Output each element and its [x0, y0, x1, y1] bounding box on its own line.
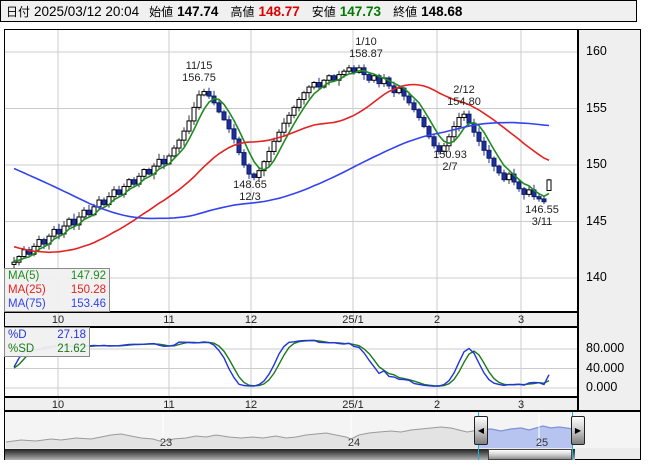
xaxis-label: 10 — [51, 314, 65, 326]
scrollbar-thumb[interactable] — [488, 449, 572, 460]
close-label: 終値 — [393, 4, 418, 19]
price-axis-label: 150 — [586, 157, 607, 171]
navigator-year-label: 24 — [347, 437, 361, 449]
xaxis-label: 12 — [244, 314, 258, 326]
ma25-label: MA(25) — [8, 284, 46, 296]
axis-tick-line — [58, 398, 59, 410]
ma5-legend-row: MA(5) 147.92 — [5, 269, 109, 283]
ma75-value: 153.46 — [70, 298, 106, 310]
xaxis-label: 11 — [163, 314, 175, 326]
xaxis-label: 11 — [163, 399, 175, 411]
xaxis-label: 12 — [244, 399, 258, 411]
right-arrow-icon: ▶ — [574, 426, 582, 435]
price-axis-label: 160 — [586, 44, 607, 58]
main-xaxis-band: 10 11 12 25/1 2 3 — [4, 312, 578, 327]
candlestick-chart-panel[interactable] — [4, 29, 578, 312]
stochastic-chart[interactable] — [5, 328, 577, 396]
axis-tick-line — [169, 398, 170, 410]
xaxis-label: 3 — [517, 314, 525, 326]
xaxis-label: 10 — [51, 399, 65, 411]
scroll-left-button[interactable]: ◀ — [474, 416, 488, 445]
left-arrow-icon: ◀ — [477, 426, 485, 435]
open-label: 始値 — [149, 4, 174, 19]
close-value: 148.68 — [421, 3, 463, 19]
percent-d-label: %D — [8, 329, 27, 341]
price-axis-label: 155 — [586, 100, 607, 115]
low-value: 147.73 — [339, 3, 382, 19]
navigator-area-chart[interactable] — [5, 412, 640, 448]
stoch-axis-label: 40.000 — [586, 360, 625, 375]
axis-tick-line — [521, 398, 522, 410]
axis-tick-line — [437, 398, 438, 410]
axis-tick-line — [437, 313, 438, 326]
high-label: 高値 — [230, 4, 255, 19]
date-label: 日付 — [6, 4, 31, 19]
percent-sd-row: %SD 21.62 — [5, 342, 89, 356]
ma5-value: 147.92 — [70, 270, 106, 282]
ma-legend: MA(5) 147.92 MA(25) 150.28 MA(75) 153.46 — [4, 268, 110, 312]
stochastic-panel[interactable] — [4, 327, 578, 397]
quote-header-bar: 日付 2025/03/12 20:04 始値 147.74 高値 148.77 … — [0, 0, 637, 22]
stoch-xaxis-band: 10 11 12 25/1 2 3 — [4, 397, 578, 411]
stoch-axis-label: 80.000 — [586, 341, 625, 355]
ma25-legend-row: MA(25) 150.28 — [5, 283, 109, 297]
stochastic-legend: %D 27.18 %SD 21.62 — [4, 327, 90, 357]
axis-tick-line — [353, 398, 354, 410]
date-value: 2025/03/12 20:04 — [34, 3, 140, 19]
axis-tick-line — [58, 313, 59, 326]
percent-sd-value: 21.62 — [57, 343, 86, 355]
percent-sd-label: %SD — [8, 343, 35, 355]
range-navigator[interactable]: 23 24 25 ◀ ▶ — [4, 411, 641, 460]
low-label: 安値 — [311, 4, 336, 19]
ma75-legend-row: MA(75) 153.46 — [5, 297, 109, 311]
scroll-right-button[interactable]: ▶ — [571, 416, 585, 445]
ma75-label: MA(75) — [8, 298, 46, 310]
price-axis-label: 145 — [586, 213, 607, 228]
axis-tick-line — [251, 313, 252, 326]
stoch-axis-label: 0.000 — [586, 380, 618, 394]
axis-tick-line — [521, 313, 522, 326]
price-axis-label: 140 — [586, 270, 607, 284]
ma5-label: MA(5) — [8, 270, 40, 282]
axis-tick-line — [353, 313, 354, 326]
axis-tick-line — [169, 313, 170, 326]
high-value: 148.77 — [258, 3, 300, 19]
xaxis-label: 3 — [517, 399, 525, 411]
price-axis-gutter: 160 155 150 145 140 80.000 40.000 0.000 — [578, 29, 641, 411]
xaxis-label: 25/1 — [342, 314, 364, 326]
open-value: 147.74 — [177, 3, 219, 19]
xaxis-label: 25/1 — [342, 399, 364, 411]
percent-d-value: 27.18 — [57, 329, 86, 341]
navigator-year-label: 23 — [159, 437, 173, 449]
scrollbar-track[interactable] — [5, 449, 575, 460]
xaxis-label: 2 — [433, 399, 441, 411]
xaxis-label: 2 — [433, 314, 441, 326]
candlestick-chart[interactable] — [5, 30, 577, 311]
navigator-year-label: 25 — [535, 437, 549, 449]
axis-tick-line — [251, 398, 252, 410]
percent-d-row: %D 27.18 — [5, 328, 89, 342]
ma25-value: 150.28 — [70, 284, 106, 296]
